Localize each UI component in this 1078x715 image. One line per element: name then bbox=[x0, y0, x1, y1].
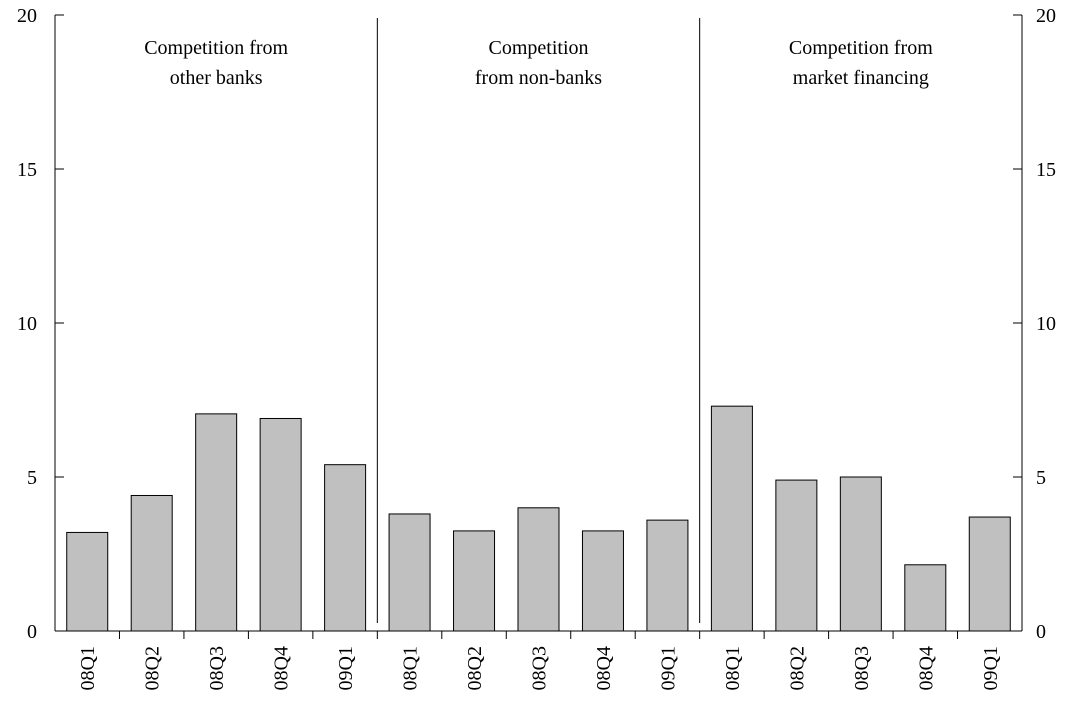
panel-title-line: Competition from bbox=[144, 37, 288, 59]
bar bbox=[130, 494, 173, 632]
x-tick-label: 08Q3 bbox=[529, 646, 551, 690]
bar bbox=[388, 513, 431, 632]
x-tick-label: 08Q4 bbox=[271, 646, 293, 690]
panel-title-line: other banks bbox=[170, 67, 263, 89]
bar bbox=[259, 417, 302, 632]
bar bbox=[324, 464, 367, 632]
bar bbox=[453, 530, 496, 632]
bar bbox=[839, 476, 882, 632]
bar bbox=[904, 564, 947, 632]
y-tick-label-left: 5 bbox=[27, 467, 37, 489]
x-tick-label: 08Q2 bbox=[786, 646, 808, 690]
x-tick-label: 08Q3 bbox=[206, 646, 228, 690]
y-tick-label-right: 0 bbox=[1036, 621, 1046, 643]
x-tick-label: 08Q2 bbox=[142, 646, 164, 690]
x-axis: 08Q1 08Q2 08Q3 08Q4 09Q1 08Q1 08Q2 08Q3 08Q4 09Q1… bbox=[77, 631, 1002, 690]
x-tick-label: 09Q1 bbox=[980, 646, 1002, 690]
x-tick-label: 08Q4 bbox=[593, 646, 615, 690]
bar bbox=[581, 530, 624, 632]
x-tick-label: 08Q2 bbox=[464, 646, 486, 690]
bars bbox=[66, 405, 1011, 632]
y-tick-label-left: 10 bbox=[17, 313, 37, 335]
bar bbox=[775, 479, 818, 632]
x-tick-label: 08Q1 bbox=[77, 646, 99, 690]
bar bbox=[710, 405, 753, 632]
panel-title-line: Competition bbox=[489, 37, 589, 59]
y-tick-label-right: 20 bbox=[1036, 5, 1056, 27]
x-tick-label: 09Q1 bbox=[335, 646, 357, 690]
x-tick-label: 08Q4 bbox=[915, 646, 937, 690]
group-separators bbox=[376, 18, 701, 623]
y-tick-label-left: 15 bbox=[17, 159, 37, 181]
x-tick-label: 08Q1 bbox=[722, 646, 744, 690]
y-tick-label-right: 15 bbox=[1036, 159, 1056, 181]
y-tick-label-right: 5 bbox=[1036, 467, 1046, 489]
bar bbox=[517, 507, 560, 632]
bar bbox=[195, 413, 238, 632]
bar bbox=[66, 531, 109, 632]
panel-titles: Competition from other banks Competition fr… bbox=[144, 37, 933, 89]
panel-title-line: Competition from bbox=[789, 37, 933, 59]
y-axis-right: 0 5 10 15 20 bbox=[1013, 5, 1056, 643]
bar bbox=[646, 519, 689, 632]
panel-title-line: market financing bbox=[793, 67, 929, 89]
x-tick-label: 08Q3 bbox=[851, 646, 873, 690]
y-tick-label-left: 0 bbox=[27, 621, 37, 643]
x-tick-label: 08Q1 bbox=[400, 646, 422, 690]
panel-title-line: from non-banks bbox=[475, 67, 602, 89]
x-tick-label: 09Q1 bbox=[657, 646, 679, 690]
y-axis-left: 0 5 10 15 20 bbox=[17, 5, 64, 643]
y-tick-label-right: 10 bbox=[1036, 313, 1056, 335]
y-tick-label-left: 20 bbox=[17, 5, 37, 27]
bar bbox=[968, 516, 1011, 632]
